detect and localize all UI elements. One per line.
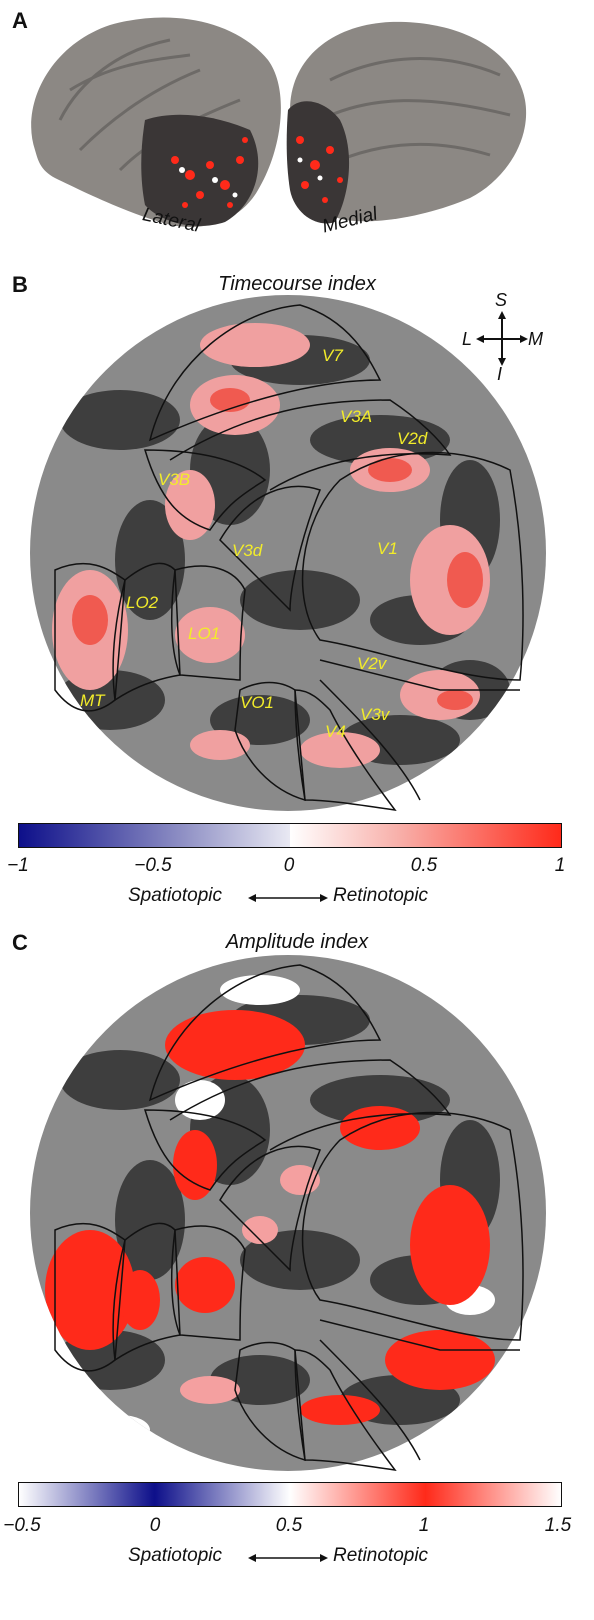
region-label-v1: V1 [377, 539, 398, 558]
colorbar-c-tick: −0.5 [3, 1515, 41, 1536]
panel-b-letter: B [12, 272, 28, 297]
region-label-lo1: LO1 [188, 624, 220, 643]
colorbar-b-tick: 0.5 [410, 855, 438, 876]
region-label-v3a: V3A [340, 407, 372, 426]
colorbar-b-tick: −1 [7, 855, 29, 876]
panel-c-letter: C [12, 930, 28, 955]
colorbar-b-arrow [248, 894, 328, 902]
panel-c-title: Amplitude index [225, 931, 369, 953]
colorbar-b [18, 823, 562, 848]
colorbar-c-arrow [248, 1554, 328, 1562]
region-label-v3b: V3B [158, 470, 190, 489]
colorbar-c-tick: 1.5 [544, 1515, 572, 1536]
region-borders-c [54, 964, 524, 1471]
colorbar-c-tick: 0.5 [275, 1515, 303, 1536]
medial-brain [286, 21, 527, 224]
colorbar-c-tick: 0 [149, 1515, 161, 1536]
inferior-label: I [497, 364, 503, 384]
colorbar-b-caption-right: Retinotopic [333, 885, 429, 906]
region-label-v3d: V3d [232, 541, 263, 560]
superior-label: S [495, 290, 508, 310]
lateral-dir-label: L [462, 329, 473, 349]
region-label-v2d: V2d [397, 429, 428, 448]
region-borders-b [54, 304, 524, 811]
panel-b-title: Timecourse index [218, 273, 376, 295]
medial-dir-label: M [528, 329, 543, 349]
region-label-vo1: VO1 [240, 693, 274, 712]
orientation-compass [476, 311, 528, 366]
colorbar-b-caption-left: Spatiotopic [128, 885, 223, 906]
panel-a-letter: A [12, 8, 28, 33]
flatmap-b: V7 V3A V2d V3B V3d V1 LO2 LO1 V2v MT VO1… [30, 295, 546, 811]
region-label-v7: V7 [322, 346, 343, 365]
colorbar-c-tick: 1 [418, 1515, 430, 1536]
colorbar-c [18, 1482, 562, 1507]
brain-surfaces [31, 17, 527, 227]
region-label-v2v: V2v [357, 654, 388, 673]
colorbar-c-caption-right: Retinotopic [333, 1545, 429, 1566]
region-label-lo2: LO2 [126, 593, 159, 612]
colorbar-b-tick: 1 [554, 855, 566, 876]
colorbar-c-caption-left: Spatiotopic [128, 1545, 223, 1566]
region-label-mt: MT [80, 691, 106, 710]
region-label-v3v: V3v [360, 705, 391, 724]
lateral-brain [31, 17, 281, 227]
colorbar-b-tick: −0.5 [134, 855, 172, 876]
flatmap-c [30, 955, 546, 1471]
region-label-v4: V4 [325, 722, 346, 741]
colorbar-b-tick: 0 [283, 855, 295, 876]
